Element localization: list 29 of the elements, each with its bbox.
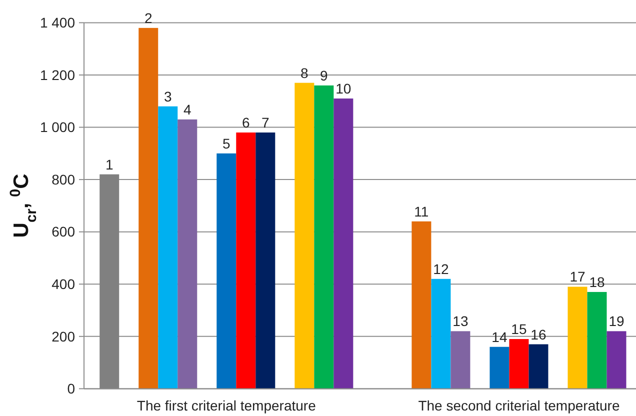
series-label: 2 xyxy=(144,10,152,26)
series-label: 12 xyxy=(433,260,449,277)
series-label: 19 xyxy=(608,313,624,330)
y-tick-label: 1 000 xyxy=(40,119,76,136)
y-tick-label: 0 xyxy=(67,380,76,397)
y-tick-label: 200 xyxy=(52,328,76,344)
series-label: 14 xyxy=(492,328,508,345)
series-label: 17 xyxy=(570,268,586,285)
y-tick-label: 600 xyxy=(52,224,76,240)
series-label: 10 xyxy=(336,80,352,97)
series-label: 5 xyxy=(222,135,230,152)
series-label: 16 xyxy=(530,326,546,342)
series-label: 18 xyxy=(589,274,605,290)
y-tick-label: 400 xyxy=(52,276,76,292)
series-label: 8 xyxy=(300,64,309,81)
series-label: 7 xyxy=(262,114,270,130)
y-tick-label: 1 200 xyxy=(40,66,76,83)
series-label: 1 xyxy=(105,156,114,172)
series-label: 15 xyxy=(511,321,527,338)
x-tick-label: The second criterial temperature xyxy=(418,398,620,414)
series-label: 11 xyxy=(414,203,429,220)
series-label: 13 xyxy=(452,313,468,330)
y-tick-label: 800 xyxy=(52,171,76,188)
y-tick-label: 1 400 xyxy=(40,14,76,31)
x-tick-label: The first criterial temperature xyxy=(136,398,316,414)
series-label: 3 xyxy=(164,88,172,104)
series-label: 9 xyxy=(320,67,328,84)
series-label: 4 xyxy=(183,101,192,118)
series-label: 6 xyxy=(242,114,250,130)
